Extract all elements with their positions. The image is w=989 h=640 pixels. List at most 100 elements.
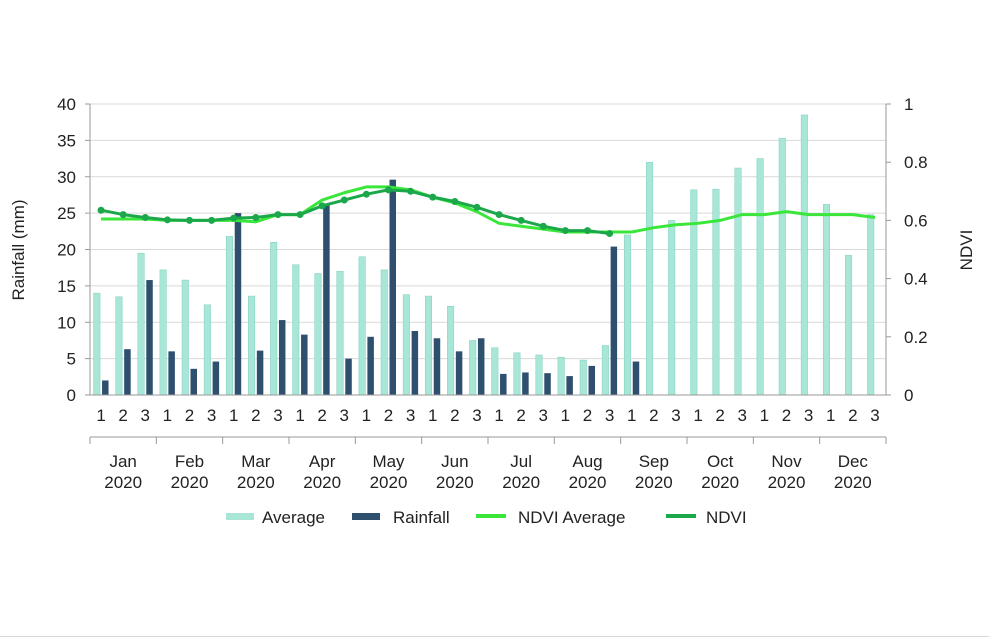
- average-bar: [867, 214, 875, 396]
- average-bar: [469, 340, 477, 396]
- ndvi-point: [252, 213, 260, 221]
- ndvi-point: [230, 214, 238, 222]
- average-bar: [447, 305, 455, 396]
- ndvi-line: [100, 188, 610, 235]
- rainfall-bar: [367, 336, 374, 395]
- rainfall-bar: [212, 361, 220, 395]
- year-label: 2020: [237, 473, 275, 492]
- average-bar: [668, 220, 676, 396]
- dekad-tick-label: 3: [671, 406, 680, 425]
- dekad-tick-label: 1: [693, 406, 702, 425]
- legend-label-ndvi: NDVI: [706, 508, 747, 527]
- dekad-tick-label: 1: [760, 406, 769, 425]
- average-bar: [734, 167, 742, 396]
- rainfall-bar: [455, 351, 463, 395]
- dekad-tick-label: 2: [715, 406, 724, 425]
- dekad-tick-label: 3: [870, 406, 879, 425]
- dekad-tick-label: 3: [207, 406, 216, 425]
- dekad-tick-label: 1: [627, 406, 636, 425]
- average-bar: [646, 161, 654, 396]
- dekad-tick-label: 1: [229, 406, 238, 425]
- average-bar: [513, 352, 521, 396]
- ndvi-point: [296, 211, 304, 219]
- average-bar: [137, 252, 145, 396]
- year-label: 2020: [701, 473, 739, 492]
- rainfall-bar: [500, 373, 507, 395]
- dekad-tick-label: 3: [804, 406, 813, 425]
- average-bar: [822, 204, 830, 396]
- month-label: Jun: [441, 452, 468, 471]
- rainfall-bar: [234, 213, 242, 395]
- year-label: 2020: [502, 473, 540, 492]
- dekad-tick-label: 3: [539, 406, 548, 425]
- dekad-tick-label: 1: [826, 406, 835, 425]
- legend-swatch-rainfall: [352, 513, 380, 520]
- rainfall-bars: [102, 179, 640, 395]
- average-bar: [93, 292, 101, 396]
- rainfall-bar: [124, 349, 131, 395]
- y-left-tick-label: 40: [57, 95, 76, 114]
- ndvi-point: [208, 216, 216, 224]
- year-label: 2020: [768, 473, 806, 492]
- rainfall-bar: [190, 368, 197, 395]
- left-axis-ticks: 0 5 10 15 20 25 30 35 40: [57, 95, 90, 405]
- y-right-tick-label: 0.4: [904, 270, 928, 289]
- ndvi-lines: [97, 185, 876, 237]
- right-axis-ticks: 0 0.2 0.4 0.6 0.8 1: [886, 95, 928, 405]
- y-left-tick-label: 20: [57, 241, 76, 260]
- month-label: Sep: [639, 452, 669, 471]
- ndvi-point: [539, 222, 547, 230]
- legend-label-ndvi-average: NDVI Average: [518, 508, 625, 527]
- dekad-tick-label: 2: [185, 406, 194, 425]
- y-left-tick-label: 15: [57, 277, 76, 296]
- ndvi-point: [340, 196, 348, 204]
- year-label: 2020: [834, 473, 872, 492]
- rainfall-bar: [345, 358, 352, 395]
- rainfall-bar: [146, 280, 153, 395]
- average-bar: [800, 114, 808, 396]
- dekad-tick-label: 2: [782, 406, 791, 425]
- month-label: Jan: [109, 452, 136, 471]
- ndvi-point: [163, 216, 171, 224]
- ndvi-point: [584, 227, 591, 235]
- ndvi-point: [473, 203, 481, 211]
- ndvi-average-line: [101, 185, 876, 234]
- dekad-tick-label: 2: [649, 406, 658, 425]
- average-bar: [402, 294, 410, 396]
- average-bar: [225, 236, 233, 396]
- ndvi-point: [561, 227, 569, 235]
- dekad-tick-label: 3: [472, 406, 481, 425]
- y-right-tick-label: 0.2: [904, 328, 928, 347]
- average-bar: [181, 279, 189, 396]
- legend-swatch-ndvi: [666, 514, 696, 518]
- average-bar: [314, 273, 322, 396]
- average-bar: [579, 359, 587, 396]
- dekad-tick-label: 1: [494, 406, 503, 425]
- dekad-tick-label: 1: [362, 406, 371, 425]
- year-label: 2020: [635, 473, 673, 492]
- year-label: 2020: [436, 473, 474, 492]
- y-right-tick-label: 0.8: [904, 153, 928, 172]
- month-label: Nov: [771, 452, 802, 471]
- ndvi-point: [141, 213, 149, 221]
- year-label: 2020: [569, 473, 607, 492]
- dekad-tick-label: 2: [516, 406, 525, 425]
- rainfall-bar: [168, 351, 175, 395]
- average-bar: [491, 347, 499, 396]
- average-bar: [203, 304, 211, 396]
- average-bar: [756, 158, 764, 396]
- rainfall-bar: [544, 373, 551, 395]
- average-bar: [336, 271, 344, 396]
- y-left-tick-label: 25: [57, 204, 76, 223]
- ndvi-point: [495, 211, 503, 219]
- dekad-tick-label: 3: [141, 406, 150, 425]
- ndvi-point: [407, 187, 415, 195]
- x-axis-labels: 1 2 3 1 2 3 1 2 3 1 2 3 1 2 3 1 2 3 1 2 3 1 2 3 1 2 3 1 2 3 1 2 3 1 2 3Jan2…: [96, 406, 879, 492]
- month-label: Feb: [175, 452, 204, 471]
- y-right-tick-label: 1: [904, 95, 913, 114]
- ndvi-point: [429, 193, 437, 201]
- y-left-tick-label: 0: [67, 386, 76, 405]
- rainfall-bar: [278, 320, 286, 395]
- rainfall-bar: [411, 330, 419, 395]
- dekad-tick-label: 3: [273, 406, 282, 425]
